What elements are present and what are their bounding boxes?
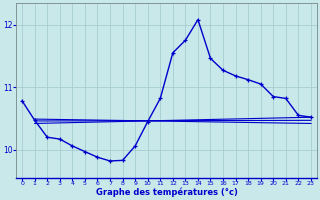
X-axis label: Graphe des températures (°c): Graphe des températures (°c) <box>96 188 237 197</box>
